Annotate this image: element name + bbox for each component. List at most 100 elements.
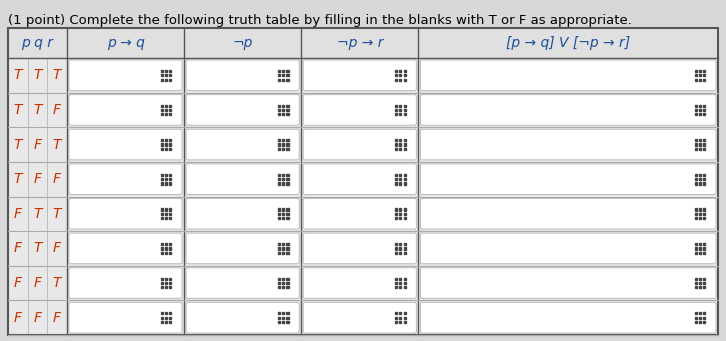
Bar (695, 139, 697, 142)
Bar (278, 144, 280, 146)
Text: ¬p → r: ¬p → r (337, 36, 383, 50)
Bar (699, 286, 701, 288)
Bar (703, 252, 706, 254)
Bar (287, 182, 289, 184)
Bar (278, 252, 280, 254)
Bar (8, 231, 718, 266)
Bar (169, 286, 171, 288)
Bar (287, 247, 289, 250)
Bar (282, 286, 285, 288)
Bar (404, 144, 406, 146)
Bar (169, 113, 171, 115)
Text: T: T (53, 276, 62, 290)
Text: T: T (53, 68, 62, 82)
FancyBboxPatch shape (420, 233, 716, 264)
Bar (399, 282, 401, 284)
Bar (703, 247, 706, 250)
Bar (404, 139, 406, 142)
Bar (703, 109, 706, 111)
Bar (399, 174, 401, 176)
Bar (160, 217, 163, 219)
Bar (699, 174, 701, 176)
Bar (278, 178, 280, 180)
Bar (703, 316, 706, 319)
Bar (282, 178, 285, 180)
Bar (287, 78, 289, 81)
Bar (160, 282, 163, 284)
Bar (169, 182, 171, 184)
Bar (399, 316, 401, 319)
Bar (404, 286, 406, 288)
Text: F: F (33, 311, 41, 325)
Bar (399, 286, 401, 288)
Bar (695, 278, 697, 280)
Bar (278, 213, 280, 215)
Bar (404, 74, 406, 76)
Bar (703, 178, 706, 180)
Bar (695, 144, 697, 146)
Bar (278, 282, 280, 284)
Bar (8, 266, 718, 300)
Bar (282, 113, 285, 115)
Bar (160, 148, 163, 150)
FancyBboxPatch shape (420, 302, 716, 333)
Bar (282, 247, 285, 250)
Bar (395, 109, 397, 111)
Bar (282, 282, 285, 284)
Bar (695, 321, 697, 323)
Bar (699, 109, 701, 111)
Bar (165, 316, 167, 319)
Bar (282, 217, 285, 219)
Text: F: F (33, 172, 41, 186)
Bar (399, 213, 401, 215)
FancyBboxPatch shape (420, 198, 716, 229)
FancyBboxPatch shape (186, 233, 299, 264)
Bar (404, 247, 406, 250)
Bar (287, 174, 289, 176)
Bar (165, 174, 167, 176)
Bar (695, 148, 697, 150)
FancyBboxPatch shape (69, 164, 182, 194)
Bar (699, 178, 701, 180)
Bar (699, 148, 701, 150)
Bar (699, 213, 701, 215)
FancyBboxPatch shape (69, 198, 182, 229)
Bar (404, 70, 406, 72)
Bar (165, 148, 167, 150)
Bar (165, 213, 167, 215)
Bar (399, 217, 401, 219)
Bar (695, 213, 697, 215)
Bar (695, 243, 697, 245)
Bar (165, 282, 167, 284)
Bar (287, 312, 289, 314)
Bar (169, 139, 171, 142)
Bar (703, 105, 706, 107)
Bar (703, 243, 706, 245)
Bar (395, 286, 397, 288)
Bar (8, 300, 718, 335)
Bar (278, 208, 280, 211)
Bar (278, 278, 280, 280)
Text: (1 point) Complete the following truth table by filling in the blanks with T or : (1 point) Complete the following truth t… (8, 14, 632, 27)
Bar (399, 247, 401, 250)
Bar (699, 139, 701, 142)
Bar (695, 208, 697, 211)
Bar (404, 105, 406, 107)
Bar (160, 278, 163, 280)
Bar (399, 252, 401, 254)
Bar (160, 252, 163, 254)
Text: T: T (14, 68, 22, 82)
Bar (160, 139, 163, 142)
Bar (287, 278, 289, 280)
Bar (165, 286, 167, 288)
Bar (399, 278, 401, 280)
Bar (165, 278, 167, 280)
Bar (695, 70, 697, 72)
Bar (287, 113, 289, 115)
Bar (703, 78, 706, 81)
Bar (160, 105, 163, 107)
Bar (404, 182, 406, 184)
Bar (287, 178, 289, 180)
Text: [p → q] V [¬p → r]: [p → q] V [¬p → r] (506, 36, 630, 50)
Bar (395, 78, 397, 81)
